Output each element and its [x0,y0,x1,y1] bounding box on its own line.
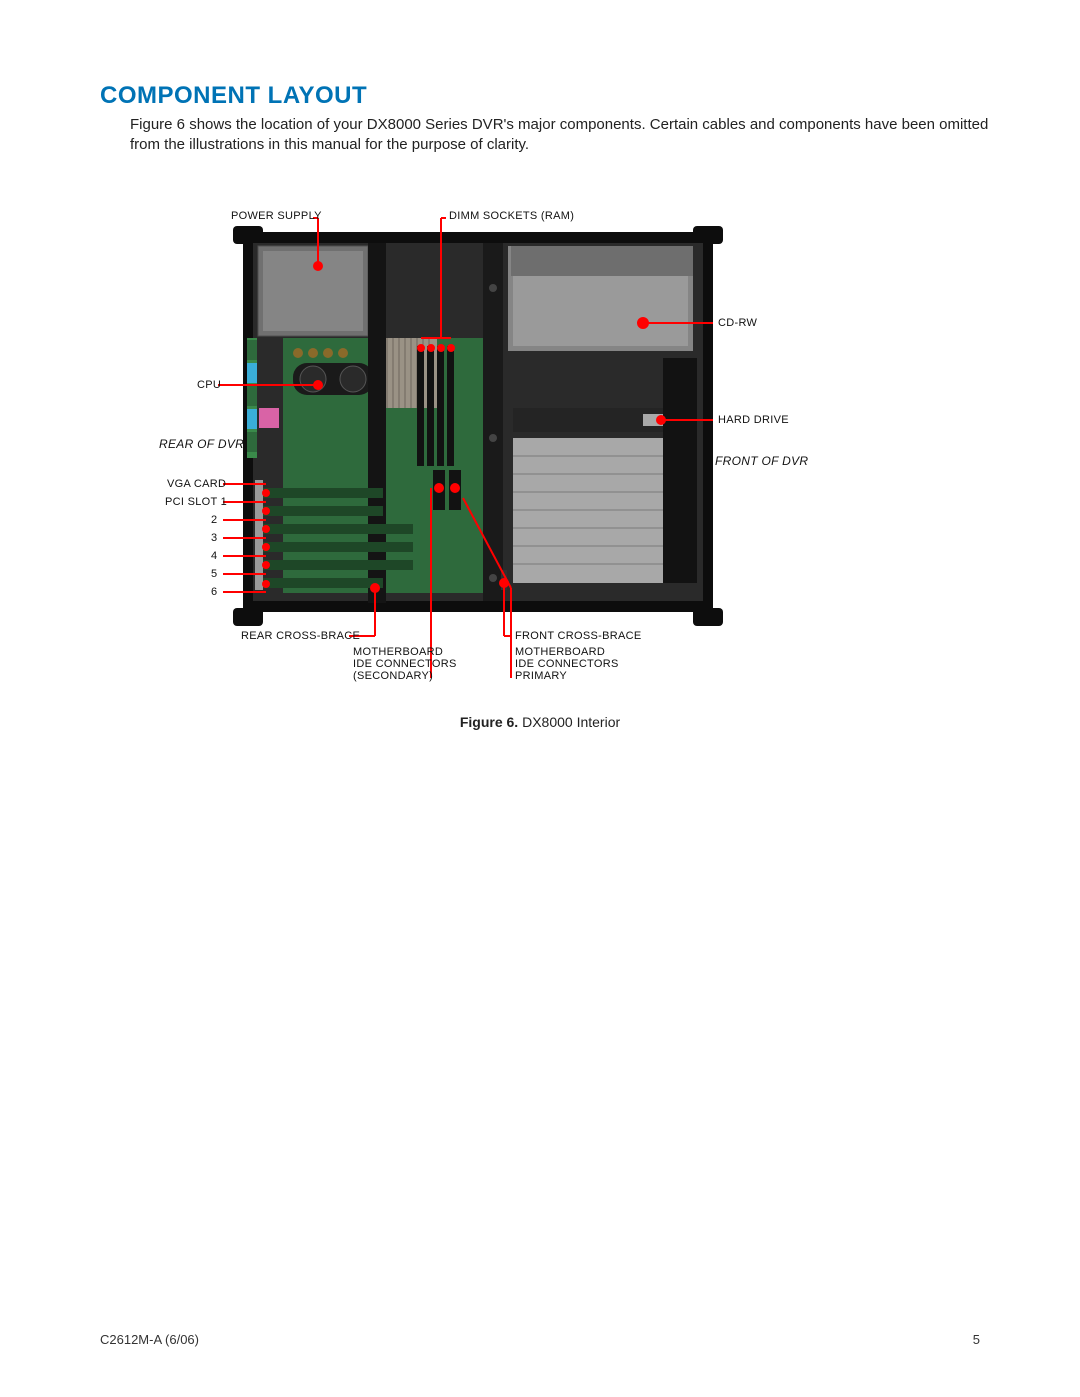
label-power-supply: POWER SUPPLY [231,210,322,222]
label-hdd: HARD DRIVE [718,414,789,426]
figure-caption: Figure 6. DX8000 Interior [0,714,1080,730]
label-rear-brace: REAR CROSS-BRACE [241,630,360,642]
section-heading: COMPONENT LAYOUT [100,82,367,110]
label-pci2: 2 [211,514,217,526]
label-pci4: 4 [211,550,217,562]
caption-text: DX8000 Interior [518,714,620,730]
label-pci6: 6 [211,586,217,598]
footer-right: 5 [973,1332,980,1347]
label-cdrw: CD-RW [718,317,757,329]
label-dimm: DIMM SOCKETS (RAM) [449,210,574,222]
device-svg [163,188,920,696]
label-pci1: PCI SLOT 1 [165,496,227,508]
figure-dx8000-interior: POWER SUPPLY DIMM SOCKETS (RAM) CPU REAR… [163,188,920,696]
label-pci3: 3 [211,532,217,544]
label-vga: VGA CARD [167,478,226,490]
label-front-brace: FRONT CROSS-BRACE [515,630,642,642]
label-rear-of-dvr: REAR OF DVR [159,437,244,451]
intro-paragraph: Figure 6 shows the location of your DX80… [130,115,990,156]
label-front-of-dvr: FRONT OF DVR [715,454,808,468]
label-mb-sec: MOTHERBOARD IDE CONNECTORS (SECONDARY) [353,646,457,682]
label-pci5: 5 [211,568,217,580]
footer-left: C2612M-A (6/06) [100,1332,199,1347]
label-cpu: CPU [197,379,221,391]
label-mb-pri: MOTHERBOARD IDE CONNECTORS PRIMARY [515,646,619,682]
caption-bold: Figure 6. [460,714,518,730]
